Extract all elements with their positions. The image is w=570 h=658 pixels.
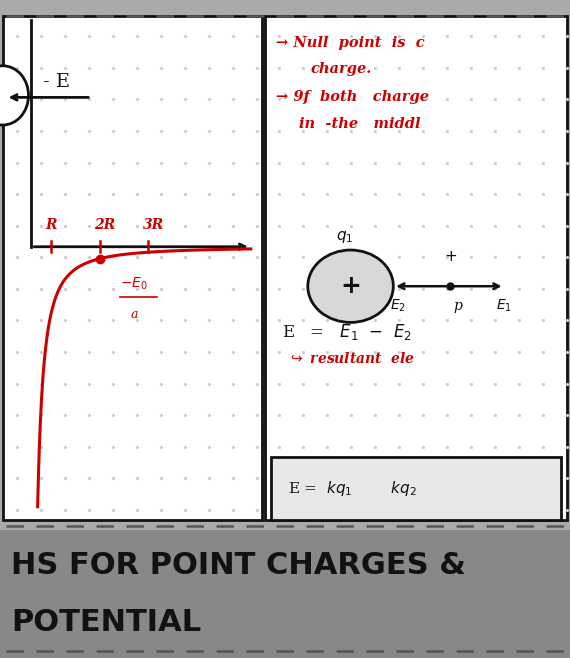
Text: $q_1$: $q_1$ [336, 229, 354, 245]
Text: $E_1$: $E_1$ [496, 298, 512, 314]
Text: $E_2$: $E_2$ [390, 298, 406, 314]
Text: R: R [46, 218, 57, 232]
Text: p: p [453, 299, 462, 313]
Ellipse shape [308, 250, 393, 322]
Bar [271, 457, 561, 520]
Text: - E: - E [43, 73, 70, 91]
Text: +: + [444, 249, 457, 264]
Text: E   =   $E_1$  $-$  $E_2$: E = $E_1$ $-$ $E_2$ [282, 322, 412, 342]
Bar [0, 530, 570, 658]
Text: 2R: 2R [94, 218, 115, 232]
Text: $-E_0$: $-E_0$ [120, 275, 148, 291]
Text: → 9f  both   charge: → 9f both charge [276, 90, 429, 105]
Text: POTENTIAL: POTENTIAL [11, 607, 202, 636]
Text: in  -the   middl: in -the middl [299, 116, 421, 131]
Bar [3, 16, 262, 520]
Text: +: + [340, 274, 361, 298]
Text: → Null  point  is  c: → Null point is c [276, 36, 425, 50]
Bar [265, 16, 567, 520]
Text: HS FOR POINT CHARGES &: HS FOR POINT CHARGES & [11, 551, 466, 580]
Text: 3R: 3R [142, 218, 164, 232]
Text: charge.: charge. [311, 62, 372, 76]
Text: E =  $kq_1$        $kq_2$: E = $kq_1$ $kq_2$ [288, 479, 417, 498]
Text: a: a [130, 308, 138, 321]
Text: $\hookrightarrow$ resultant  ele: $\hookrightarrow$ resultant ele [288, 351, 415, 366]
Circle shape [0, 66, 28, 125]
